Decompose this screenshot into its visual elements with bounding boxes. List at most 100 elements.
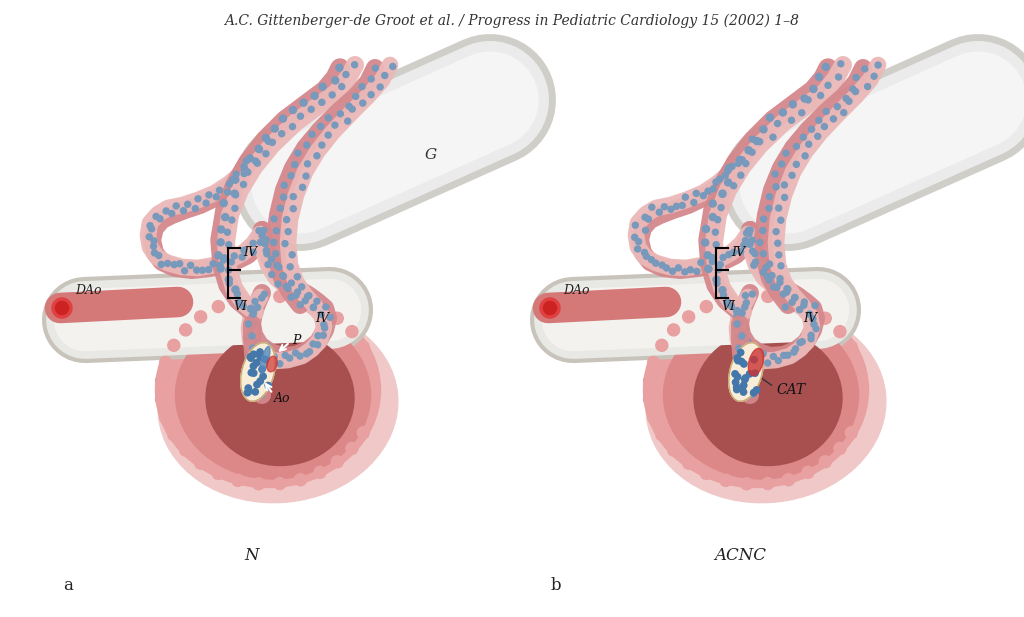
Circle shape xyxy=(295,294,306,306)
Ellipse shape xyxy=(55,302,69,315)
Circle shape xyxy=(259,366,265,373)
Circle shape xyxy=(242,167,249,174)
Circle shape xyxy=(775,240,780,246)
Circle shape xyxy=(736,156,743,164)
Circle shape xyxy=(799,339,805,345)
Circle shape xyxy=(816,117,822,123)
Circle shape xyxy=(217,239,224,246)
Circle shape xyxy=(171,262,177,268)
Circle shape xyxy=(257,378,263,384)
Circle shape xyxy=(346,442,358,454)
Circle shape xyxy=(300,99,307,106)
Circle shape xyxy=(735,334,741,340)
Circle shape xyxy=(231,286,239,293)
Circle shape xyxy=(318,142,325,148)
Circle shape xyxy=(797,339,803,346)
Circle shape xyxy=(766,194,772,200)
Circle shape xyxy=(740,361,748,367)
Text: a: a xyxy=(63,576,73,594)
Circle shape xyxy=(257,349,263,355)
Circle shape xyxy=(811,321,817,327)
Circle shape xyxy=(693,190,699,196)
Circle shape xyxy=(245,385,252,391)
Circle shape xyxy=(228,217,234,223)
Circle shape xyxy=(251,370,257,376)
Circle shape xyxy=(326,132,331,138)
Circle shape xyxy=(745,147,752,154)
Circle shape xyxy=(782,474,795,486)
Circle shape xyxy=(151,243,157,249)
Circle shape xyxy=(740,290,753,302)
Circle shape xyxy=(206,267,212,273)
Circle shape xyxy=(299,184,305,190)
Circle shape xyxy=(705,265,712,272)
Circle shape xyxy=(668,444,680,456)
Circle shape xyxy=(306,292,312,299)
Circle shape xyxy=(734,374,740,380)
Circle shape xyxy=(746,371,753,377)
Circle shape xyxy=(774,120,780,126)
Circle shape xyxy=(735,357,741,364)
Circle shape xyxy=(635,246,641,252)
Circle shape xyxy=(805,97,811,103)
Circle shape xyxy=(160,412,172,423)
Circle shape xyxy=(289,280,294,286)
Circle shape xyxy=(793,346,799,352)
Circle shape xyxy=(221,257,226,263)
Circle shape xyxy=(760,228,766,234)
Circle shape xyxy=(782,294,795,306)
Text: b: b xyxy=(551,576,561,594)
Circle shape xyxy=(720,474,732,486)
Circle shape xyxy=(283,352,289,358)
Circle shape xyxy=(304,142,310,148)
Circle shape xyxy=(810,86,817,93)
Circle shape xyxy=(702,225,710,233)
Circle shape xyxy=(252,389,258,395)
Circle shape xyxy=(801,302,807,308)
Circle shape xyxy=(725,165,732,172)
Circle shape xyxy=(740,389,746,395)
Circle shape xyxy=(777,276,783,281)
Circle shape xyxy=(765,360,771,366)
Circle shape xyxy=(195,196,201,202)
Circle shape xyxy=(720,254,726,260)
Text: IV: IV xyxy=(803,312,817,325)
Ellipse shape xyxy=(540,298,560,318)
Circle shape xyxy=(377,84,383,90)
Circle shape xyxy=(705,252,712,259)
Circle shape xyxy=(737,172,743,178)
Circle shape xyxy=(652,260,658,266)
Circle shape xyxy=(210,261,216,267)
Circle shape xyxy=(252,299,258,304)
Circle shape xyxy=(273,262,280,268)
Circle shape xyxy=(792,295,798,301)
Circle shape xyxy=(773,228,779,234)
Circle shape xyxy=(250,241,256,246)
Circle shape xyxy=(163,208,169,214)
Circle shape xyxy=(739,310,745,316)
Circle shape xyxy=(683,457,694,469)
Circle shape xyxy=(259,295,264,301)
Circle shape xyxy=(834,442,846,454)
Circle shape xyxy=(643,375,655,387)
Text: P: P xyxy=(292,334,300,347)
Circle shape xyxy=(262,241,268,247)
Circle shape xyxy=(349,106,355,112)
Circle shape xyxy=(784,286,791,292)
Circle shape xyxy=(752,345,758,351)
Circle shape xyxy=(750,248,756,254)
Circle shape xyxy=(286,229,291,234)
Circle shape xyxy=(295,289,301,295)
Circle shape xyxy=(779,109,786,116)
Circle shape xyxy=(261,291,267,297)
Circle shape xyxy=(297,302,303,308)
Circle shape xyxy=(632,222,638,228)
Circle shape xyxy=(734,313,740,318)
Circle shape xyxy=(662,204,668,210)
Circle shape xyxy=(812,302,818,308)
Ellipse shape xyxy=(643,292,868,487)
Circle shape xyxy=(710,259,716,265)
Circle shape xyxy=(241,303,247,309)
Circle shape xyxy=(293,350,299,356)
Circle shape xyxy=(357,341,370,354)
